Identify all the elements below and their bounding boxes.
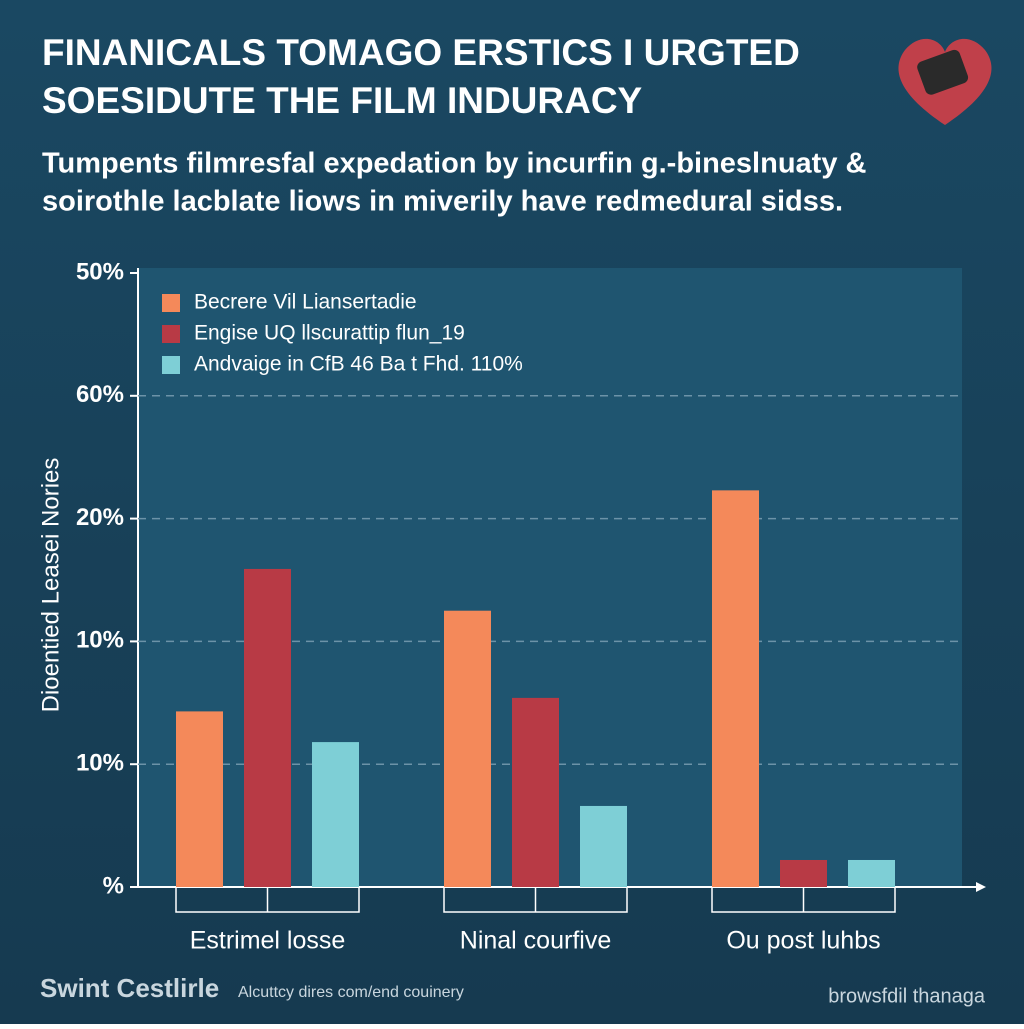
legend-swatch <box>162 294 180 312</box>
heart-icon <box>898 38 992 125</box>
legend-swatch <box>162 356 180 374</box>
bar <box>312 742 359 887</box>
footer-right: browsfdil thanaga <box>828 985 986 1007</box>
y-tick-label: 10% <box>76 750 124 777</box>
bar <box>580 805 627 887</box>
y-tick-label: 20% <box>76 504 124 531</box>
y-tick-label: % <box>103 872 124 899</box>
legend-label: Becrere Vil Liansertadie <box>194 291 417 314</box>
bar <box>512 697 559 887</box>
subtitle: soirothle lacblate liows in miverily hav… <box>42 186 843 218</box>
subtitle: Tumpents filmresfal expedation by incurf… <box>42 148 867 180</box>
y-axis-title: Dioentied Leasei Nories <box>37 458 64 713</box>
footer-note: Alcuttcy dires com/end couinery <box>238 984 464 1001</box>
x-axis-arrow <box>976 882 986 892</box>
x-tick-label: Ou post luhbs <box>726 927 880 955</box>
footer-brand: Swint Cestlirle <box>40 973 219 1003</box>
bar <box>780 859 827 887</box>
legend-swatch <box>162 325 180 343</box>
legend-label: Engise UQ llscurattip flun_19 <box>194 322 465 345</box>
bar <box>444 610 491 887</box>
x-tick-label: Ninal courfive <box>460 927 611 955</box>
bar <box>176 711 223 887</box>
y-tick-label: 10% <box>76 627 124 654</box>
legend-label: Andvaige in CfB 46 Ba t Fhd. 110% <box>194 353 523 376</box>
chart-title: SOESIDUTE THE FILM INDURACY <box>42 80 643 121</box>
x-tick-label: Estrimel losse <box>190 927 346 955</box>
y-tick-label: 50% <box>76 258 124 285</box>
bar <box>848 859 895 887</box>
bar <box>244 568 291 887</box>
bar <box>712 490 759 887</box>
chart-title: FINANICALS TOMAGO ERSTICS I URGTED <box>42 32 800 73</box>
y-tick-label: 60% <box>76 381 124 408</box>
